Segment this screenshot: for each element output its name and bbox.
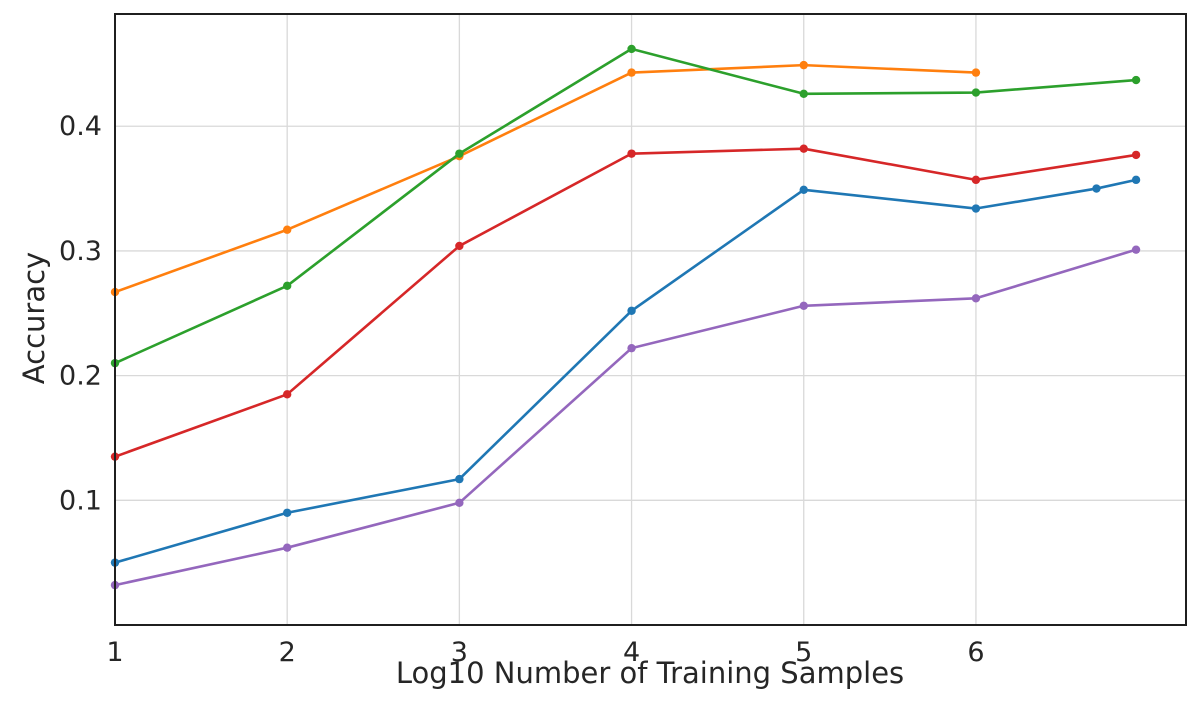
series-point-green	[627, 44, 636, 54]
x-tick-label: 6	[967, 637, 984, 668]
y-tick-label: 0.4	[59, 111, 102, 142]
series-point-blue	[282, 508, 292, 517]
series-point-green	[799, 89, 808, 99]
series-point-orange	[627, 68, 636, 77]
series-point-purple	[1131, 245, 1141, 254]
x-tick-label: 1	[106, 637, 123, 668]
series-point-blue	[971, 204, 981, 213]
series-point-red	[627, 149, 636, 158]
series-point-green	[971, 88, 981, 97]
series-point-green	[455, 149, 464, 158]
x-tick-label: 4	[623, 637, 640, 668]
series-point-purple	[627, 343, 636, 353]
series-point-red	[455, 241, 464, 251]
series-point-purple	[455, 498, 464, 507]
series-line-purple	[113, 248, 1138, 587]
series-point-blue	[1131, 175, 1141, 185]
y-tick-label: 0.3	[59, 236, 102, 267]
series-point-red	[282, 390, 292, 399]
y-axis-label: Accuracy	[17, 251, 51, 385]
series-point-red	[971, 175, 981, 185]
y-tick-label: 0.1	[59, 485, 102, 516]
series-point-red	[799, 144, 808, 153]
series-point-orange	[799, 60, 808, 70]
series-point-blue	[799, 185, 808, 195]
series-point-orange	[971, 68, 981, 77]
x-tick-label: 2	[279, 637, 296, 668]
series-point-purple	[799, 301, 808, 310]
series-point-blue	[1092, 184, 1101, 193]
series-line-blue	[113, 178, 1138, 564]
plot-border	[114, 13, 1187, 626]
series-point-blue	[627, 306, 636, 315]
series-point-purple	[282, 543, 292, 552]
x-axis-label: Log10 Number of Training Samples	[395, 656, 905, 690]
series-point-blue	[455, 474, 464, 484]
series-point-green	[1131, 75, 1141, 85]
series-line-orange	[113, 63, 978, 294]
series-line-red	[113, 147, 1138, 458]
series-point-purple	[971, 294, 981, 303]
x-tick-label: 3	[451, 637, 468, 668]
series-point-red	[1131, 150, 1141, 160]
x-tick-label: 5	[795, 637, 812, 668]
y-tick-label: 0.2	[59, 361, 102, 392]
series-point-green	[282, 281, 292, 291]
series-point-orange	[282, 225, 292, 234]
